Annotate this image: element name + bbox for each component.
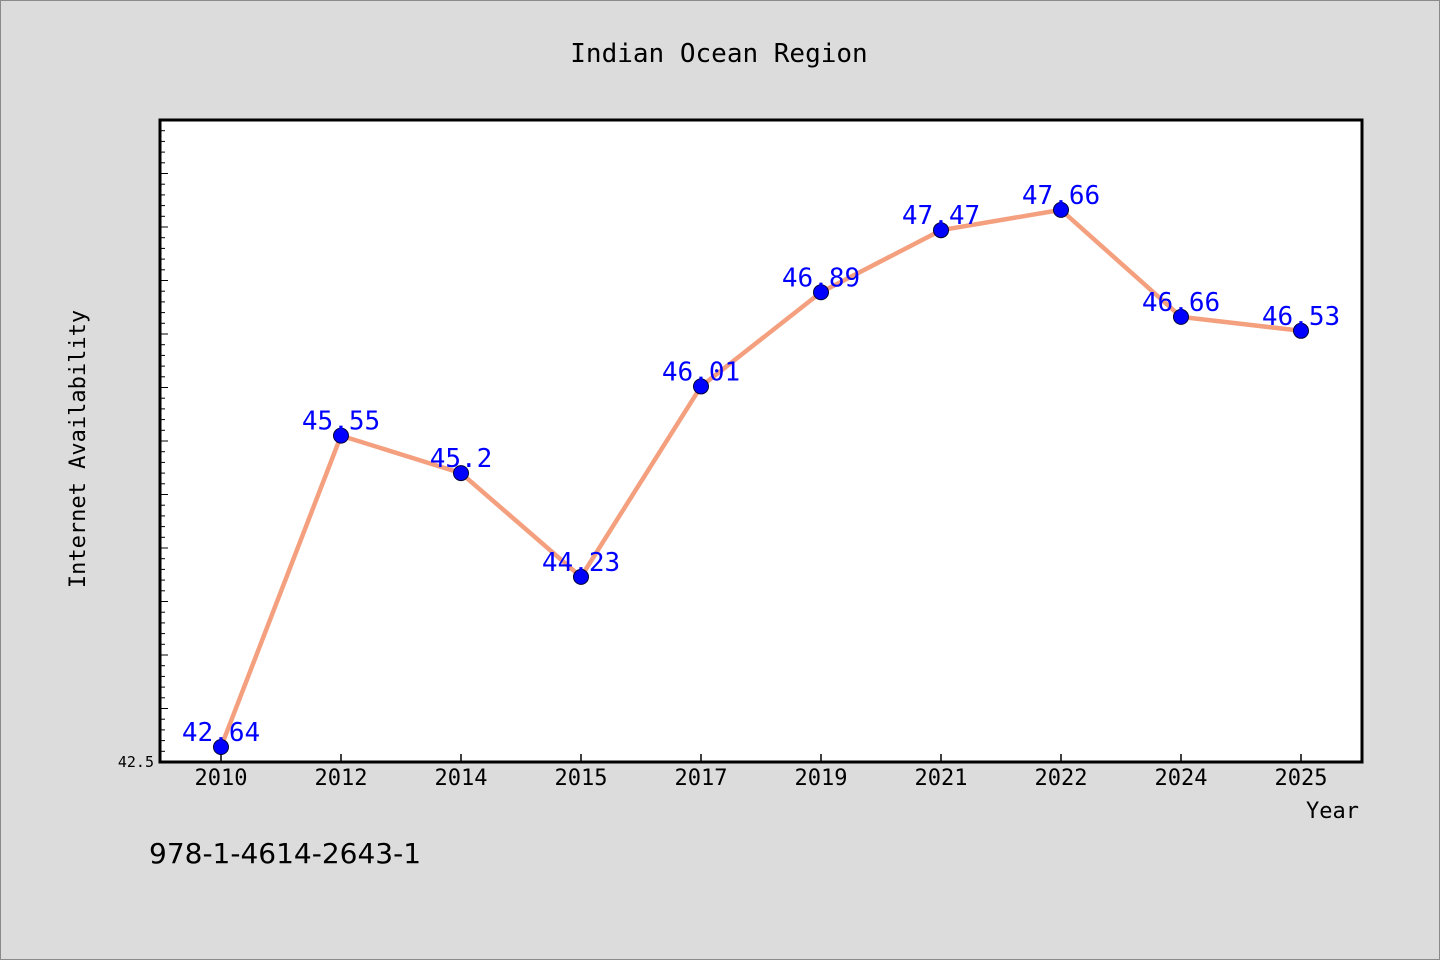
data-label: 45.2 bbox=[430, 444, 493, 474]
series-line bbox=[218, 207, 1302, 748]
data-point-marker bbox=[333, 427, 349, 444]
data-label: 46.89 bbox=[782, 263, 860, 293]
x-tick-label: 2014 bbox=[435, 766, 488, 791]
data-point-marker bbox=[693, 378, 709, 395]
y-tick-label: 42.5 bbox=[118, 753, 154, 771]
x-axis-ticks: 2010 2012 2014 2015 2017 2019 2021 2022 2024 2025 bbox=[195, 754, 1328, 791]
x-tick-label: 2010 bbox=[195, 766, 248, 791]
data-point-marker bbox=[813, 284, 829, 301]
x-tick-label: 2015 bbox=[555, 766, 608, 791]
x-tick-label: 2021 bbox=[915, 766, 968, 791]
x-tick-label: 2019 bbox=[795, 766, 848, 791]
data-label: 44.23 bbox=[542, 548, 620, 578]
x-tick-label: 2025 bbox=[1275, 766, 1328, 791]
x-tick-label: 2017 bbox=[675, 766, 728, 791]
data-point-marker bbox=[1293, 322, 1309, 339]
data-label: 46.01 bbox=[662, 357, 740, 387]
data-point-marker bbox=[1053, 201, 1069, 218]
data-point-marker bbox=[933, 222, 949, 239]
data-label: 46.66 bbox=[1142, 288, 1220, 318]
series-line-group bbox=[213, 201, 1309, 756]
y-axis-label: Internet Availability bbox=[66, 310, 91, 588]
footer-isbn-text: 978-1-4614-2643-1 bbox=[149, 837, 421, 870]
data-point-marker bbox=[1173, 308, 1189, 325]
data-point-marker bbox=[453, 465, 469, 482]
chart-title: Indian Ocean Region bbox=[570, 39, 867, 69]
x-tick-label: 2012 bbox=[315, 766, 368, 791]
data-labels-group: 42.64 45.55 45.2 44.23 46.01 46.89 47.47 47.66 4… bbox=[182, 181, 1340, 748]
x-axis-label: Year bbox=[1306, 799, 1359, 824]
x-tick-label: 2024 bbox=[1155, 766, 1208, 791]
data-label: 47.66 bbox=[1022, 181, 1100, 211]
y-axis-ticks: 42.5 bbox=[118, 119, 168, 771]
data-point-marker bbox=[213, 739, 229, 756]
data-label: 46.53 bbox=[1262, 302, 1340, 332]
data-label: 42.64 bbox=[182, 718, 260, 748]
data-label: 45.55 bbox=[302, 407, 380, 437]
data-point-marker bbox=[573, 568, 589, 585]
x-tick-label: 2022 bbox=[1035, 766, 1088, 791]
data-label: 47.47 bbox=[902, 201, 980, 231]
